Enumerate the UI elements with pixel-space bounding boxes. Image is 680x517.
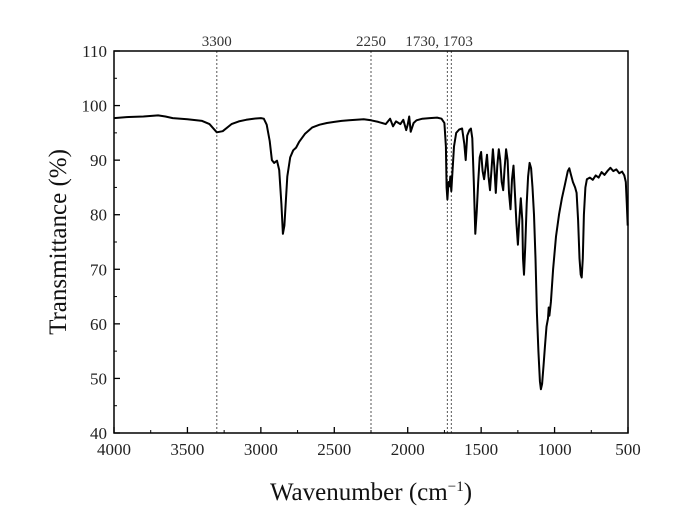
reference-label: 2250 <box>356 34 386 50</box>
y-axis-title: Transmittance (%) <box>45 149 72 335</box>
x-tick-label: 4000 <box>97 440 131 459</box>
x-axis-title: Wavenumber (cm−1) <box>270 479 472 506</box>
x-tick-label: 3500 <box>170 440 204 459</box>
x-axis: 4000 3500 3000 2500 2000 1500 1000 500 <box>97 427 641 459</box>
reference-lines <box>216 51 452 433</box>
x-tick-label: 3000 <box>244 440 278 459</box>
y-axis: 40 50 60 70 80 90 100 110 <box>82 42 120 443</box>
y-tick-label: 100 <box>82 97 108 116</box>
y-tick-label: 90 <box>90 151 107 170</box>
x-tick-label: 2000 <box>391 440 425 459</box>
x-tick-label: 500 <box>615 440 641 459</box>
reference-label: 1730, 1703 <box>405 34 473 50</box>
spectrum-line <box>113 114 629 391</box>
x-tick-label: 2500 <box>317 440 351 459</box>
x-tick-label: 1000 <box>538 440 572 459</box>
y-tick-label: 80 <box>90 206 107 225</box>
x-tick-label: 1500 <box>464 440 498 459</box>
y-tick-label: 60 <box>90 315 107 334</box>
reference-label: 3300 <box>202 34 232 50</box>
y-tick-label: 50 <box>90 369 107 388</box>
reference-labels: 3300 2250 1730, 1703 <box>202 34 473 50</box>
y-tick-label: 70 <box>90 260 107 279</box>
y-tick-label: 40 <box>90 424 107 443</box>
y-tick-label: 110 <box>82 42 107 61</box>
